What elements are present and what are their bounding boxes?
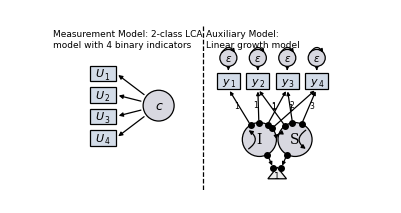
Circle shape: [249, 49, 266, 66]
Circle shape: [143, 90, 174, 121]
Text: $\epsilon$: $\epsilon$: [254, 54, 261, 64]
Text: 2: 2: [290, 101, 295, 110]
Text: U: U: [96, 69, 104, 79]
FancyArrowPatch shape: [299, 130, 306, 148]
FancyBboxPatch shape: [90, 109, 116, 124]
FancyArrowPatch shape: [222, 47, 234, 53]
FancyArrowPatch shape: [310, 47, 322, 53]
Text: 2: 2: [259, 80, 264, 89]
Text: y: y: [310, 77, 317, 87]
Text: 3: 3: [289, 80, 294, 89]
Text: Auxiliary Model:
Linear growth model: Auxiliary Model: Linear growth model: [206, 30, 300, 50]
Text: Measurement Model: 2-class LCA
model with 4 binary indicators: Measurement Model: 2-class LCA model wit…: [53, 30, 203, 50]
Text: c: c: [155, 100, 162, 113]
FancyArrowPatch shape: [251, 47, 263, 53]
Text: 1: 1: [230, 80, 235, 89]
Text: 3: 3: [104, 116, 109, 125]
Circle shape: [308, 49, 325, 66]
FancyArrowPatch shape: [274, 131, 283, 138]
Circle shape: [279, 49, 296, 66]
Text: 1: 1: [271, 103, 276, 112]
Text: S: S: [290, 133, 300, 147]
Text: 1: 1: [253, 101, 257, 110]
Text: y: y: [281, 77, 288, 87]
FancyBboxPatch shape: [217, 73, 240, 89]
Text: y: y: [222, 77, 229, 87]
Text: $\epsilon$: $\epsilon$: [313, 54, 320, 64]
Text: 1: 1: [288, 104, 293, 113]
FancyBboxPatch shape: [246, 73, 269, 89]
Text: U: U: [96, 112, 104, 122]
Text: U: U: [96, 134, 104, 144]
Text: 1: 1: [234, 102, 239, 111]
Text: $\epsilon$: $\epsilon$: [284, 54, 291, 64]
Text: 4: 4: [318, 80, 323, 89]
Circle shape: [242, 122, 276, 157]
FancyBboxPatch shape: [275, 73, 299, 89]
Text: U: U: [96, 91, 104, 101]
Text: 3: 3: [310, 102, 315, 111]
FancyBboxPatch shape: [305, 73, 328, 89]
Polygon shape: [268, 167, 286, 179]
FancyArrowPatch shape: [281, 47, 293, 53]
Text: 4: 4: [104, 137, 109, 146]
Text: $\epsilon$: $\epsilon$: [225, 54, 232, 64]
Text: 2: 2: [104, 94, 109, 103]
Text: I: I: [257, 133, 262, 147]
FancyBboxPatch shape: [90, 66, 116, 81]
Text: 1: 1: [271, 102, 276, 111]
FancyBboxPatch shape: [90, 130, 116, 146]
Text: y: y: [251, 77, 258, 87]
Circle shape: [220, 49, 237, 66]
Text: 1: 1: [104, 73, 109, 82]
Circle shape: [278, 122, 312, 157]
FancyArrowPatch shape: [249, 131, 255, 149]
FancyBboxPatch shape: [90, 87, 116, 103]
Text: 1: 1: [274, 172, 280, 181]
